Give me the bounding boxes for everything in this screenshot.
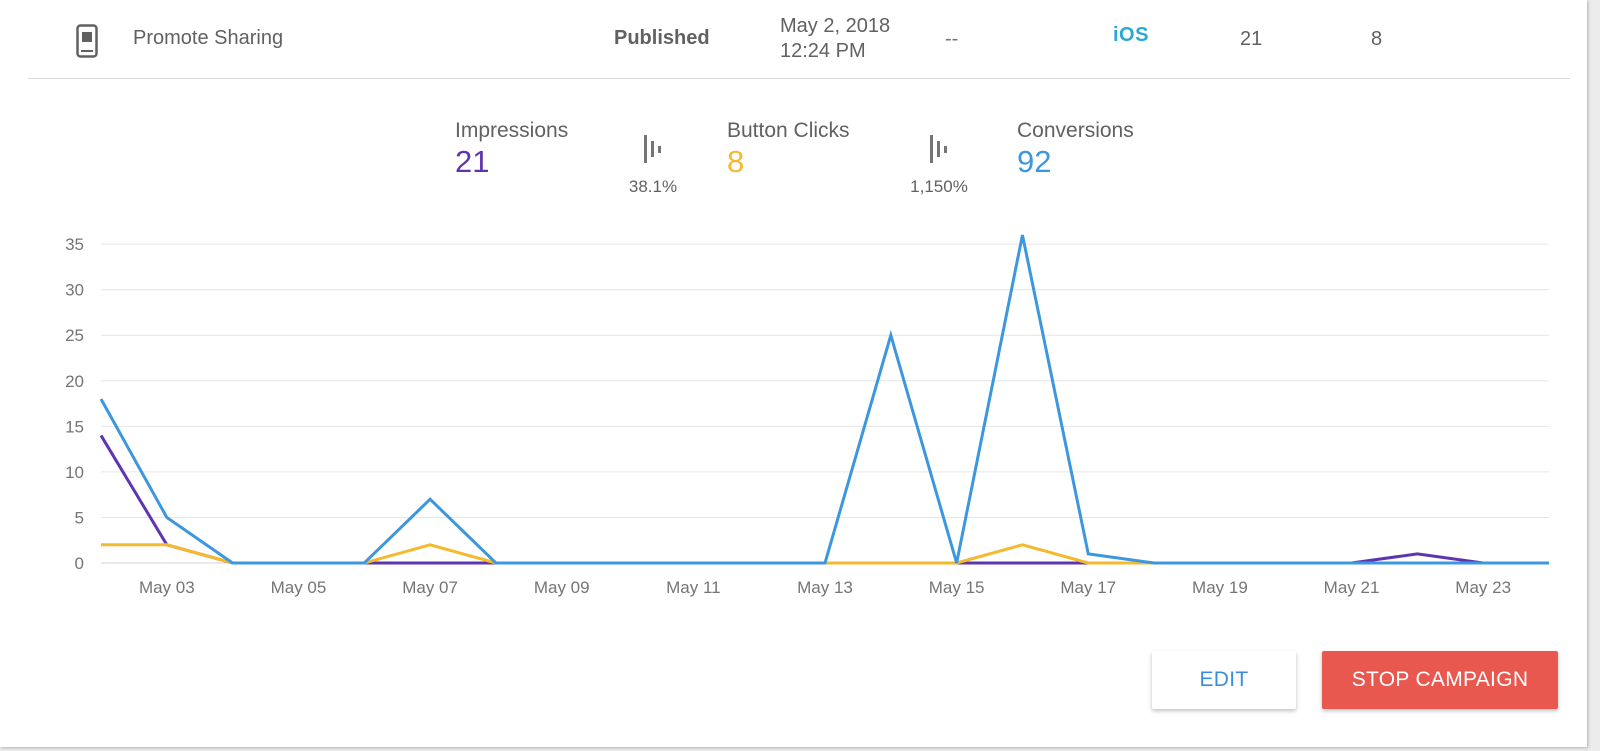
campaign-row[interactable]: Promote Sharing Published May 2, 2018 12…: [28, 0, 1570, 79]
impressions-count: 21: [1240, 28, 1263, 50]
y-tick-label: 35: [65, 235, 84, 254]
x-tick-label: May 09: [534, 578, 590, 597]
funnel-2: 1,150%: [894, 133, 984, 197]
y-tick-label: 15: [65, 417, 84, 436]
x-tick-label: May 23: [1455, 578, 1511, 597]
status-label: Published: [614, 27, 710, 49]
edit-button[interactable]: EDIT: [1152, 651, 1296, 709]
metric-label: Button Clicks: [727, 119, 850, 142]
x-tick-label: May 11: [666, 578, 721, 597]
metric-button-clicks: Button Clicks 8: [727, 119, 850, 179]
metric-label: Conversions: [1017, 119, 1134, 142]
platform-ios-icon: iOS: [1113, 24, 1149, 46]
y-tick-label: 30: [65, 281, 84, 300]
x-tick-label: May 17: [1060, 578, 1116, 597]
metric-conversions: Conversions 92: [1017, 119, 1134, 179]
x-tick-label: May 13: [797, 578, 853, 597]
y-tick-label: 10: [65, 463, 84, 482]
series-line-conversions: [99, 234, 1549, 565]
start-date: May 2, 2018 12:24 PM: [780, 14, 890, 64]
x-tick-label: May 21: [1324, 578, 1380, 597]
series-line-impressions: [99, 434, 1549, 565]
start-date-day: May 2, 2018: [780, 15, 891, 37]
metric-value: 92: [1017, 144, 1052, 179]
x-tick-label: May 19: [1192, 578, 1248, 597]
start-date-time: 12:24 PM: [780, 40, 866, 62]
metric-value: 8: [727, 144, 745, 179]
x-tick-label: May 05: [271, 578, 327, 597]
x-tick-label: May 07: [402, 578, 458, 597]
metric-label: Impressions: [455, 119, 569, 142]
funnel-1: 38.1%: [608, 133, 698, 197]
line-chart: 0 5 10 15 20 25 30 35 May 03 May 05 May 07 May 09 Ma…: [65, 234, 1549, 597]
metric-value: 21: [455, 144, 490, 179]
phone-icon: [76, 24, 98, 58]
metric-impressions: Impressions 21: [455, 119, 568, 179]
funnel-icon: [930, 135, 947, 163]
y-tick-label: 5: [75, 508, 84, 527]
funnel-percent: 1,150%: [910, 177, 968, 196]
y-tick-label: 20: [65, 372, 84, 391]
y-tick-label: 25: [65, 326, 84, 345]
y-tick-label: 0: [75, 554, 84, 573]
campaign-name: Promote Sharing: [133, 27, 284, 49]
funnel-icon: [644, 135, 661, 163]
x-tick-label: May 15: [929, 578, 985, 597]
x-tick-label: May 03: [139, 578, 195, 597]
stop-campaign-button[interactable]: STOP CAMPAIGN: [1322, 651, 1558, 709]
funnel-percent: 38.1%: [628, 177, 678, 196]
clicks-count: 8: [1371, 28, 1383, 50]
end-date: --: [945, 28, 959, 50]
